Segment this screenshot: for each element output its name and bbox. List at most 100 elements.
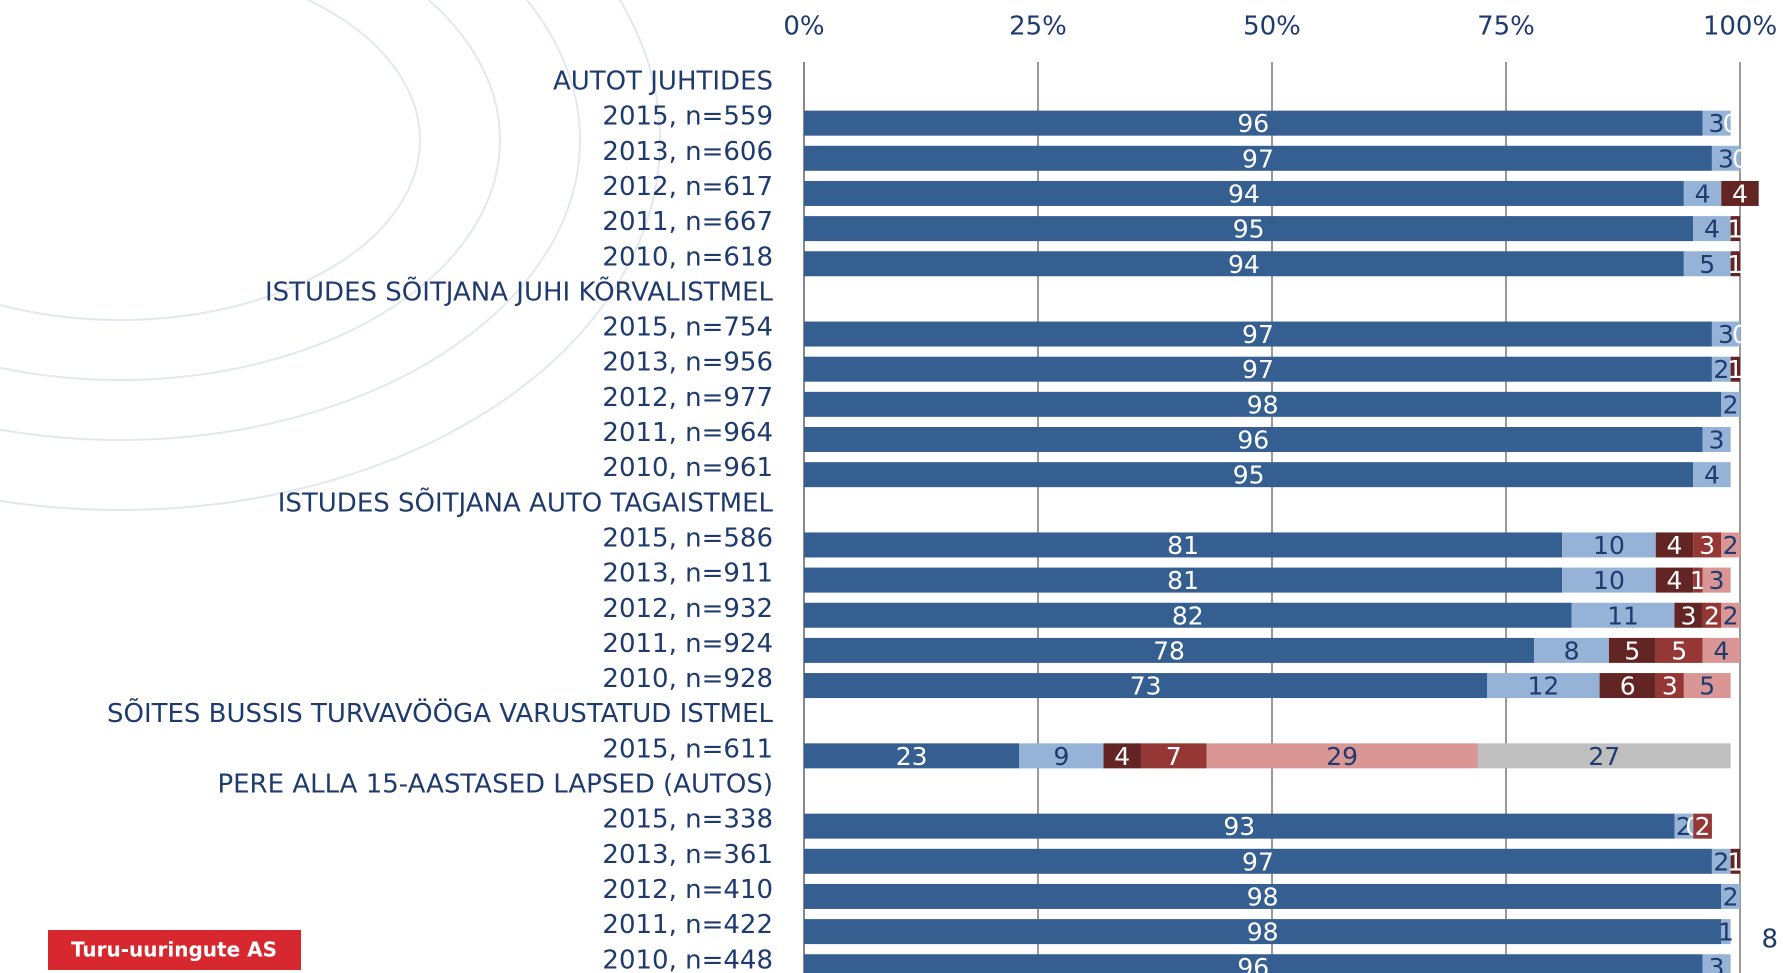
logo-box: [48, 930, 301, 970]
category-label: 2015, n=754: [602, 313, 773, 343]
category-label: 2013, n=911: [602, 559, 773, 589]
bar-segment: [1608, 637, 1656, 663]
bar-segment: [804, 180, 1684, 206]
bar-segment: [804, 743, 1020, 769]
bar-segment: [804, 145, 1712, 171]
data-label: 94: [1228, 250, 1260, 279]
category-label: 2013, n=361: [602, 840, 773, 870]
category-label: 2013, n=956: [602, 348, 773, 378]
category-label: 2015, n=559: [602, 102, 773, 132]
bar-segment: [1674, 813, 1694, 839]
data-label: 98: [1247, 390, 1279, 419]
data-label: 81: [1167, 531, 1199, 560]
bar-segment: [1683, 673, 1731, 699]
bar-segment: [1683, 180, 1722, 206]
bar-segment: [1693, 532, 1722, 558]
bar-segment: [1730, 216, 1740, 242]
data-label: 73: [1130, 672, 1162, 701]
data-label: 2: [1723, 390, 1739, 419]
bar-segment: [1730, 251, 1740, 277]
data-label: 97: [1242, 847, 1274, 876]
bar-segment: [804, 462, 1694, 488]
data-label: 4: [1114, 742, 1130, 771]
data-label: 1: [1727, 215, 1743, 244]
bar-segment: [1730, 848, 1740, 874]
logo: Turu-uuringute AS: [71, 938, 277, 962]
category-label: 2011, n=422: [602, 910, 773, 940]
bar-segment: [1711, 321, 1740, 347]
bar-segment: [804, 637, 1535, 663]
data-label: 97: [1242, 355, 1274, 384]
data-label: 3: [1718, 320, 1734, 349]
bar-segment: [1721, 602, 1740, 628]
data-label: 11: [1607, 601, 1639, 630]
data-label: 2: [1723, 601, 1739, 630]
bar-segment: [1655, 673, 1684, 699]
bar-segment: [1019, 743, 1104, 769]
bar-segment: [1711, 356, 1731, 382]
data-label: 96: [1237, 109, 1269, 138]
data-label: 0: [1723, 109, 1739, 138]
bar-segment: [1103, 743, 1141, 769]
bar-segment: [804, 919, 1722, 945]
x-tick-label: 100%: [1703, 12, 1777, 42]
category-label: 2010, n=448: [602, 945, 773, 973]
bar-segment: [1655, 567, 1694, 593]
data-label: 1: [1727, 847, 1743, 876]
bar-segment: [804, 602, 1572, 628]
category-label: ISTUDES SÕITJANA AUTO TAGAISTMEL: [278, 486, 774, 518]
bar-segment: [804, 427, 1703, 452]
bar-segment: [1206, 743, 1478, 769]
bar-segment: [1693, 813, 1712, 839]
data-label: 97: [1242, 320, 1274, 349]
data-label: 4: [1695, 179, 1711, 208]
bar-segment: [1655, 637, 1703, 663]
category-label: PERE ALLA 15-AASTASED LAPSED (AUTOS): [217, 770, 773, 800]
x-tick-label: 0%: [783, 12, 824, 42]
bar-segment: [804, 356, 1712, 382]
bar-segment: [804, 813, 1675, 839]
data-label: 98: [1247, 882, 1279, 911]
bar-segment: [1721, 180, 1759, 206]
data-label: 5: [1624, 636, 1640, 665]
data-label: 2: [1704, 601, 1720, 630]
data-label: 2: [1723, 882, 1739, 911]
data-label: 2: [1676, 812, 1692, 841]
data-label: 4: [1667, 531, 1683, 560]
x-tick-label: 25%: [1009, 12, 1067, 42]
bar-segment: [1655, 532, 1694, 558]
bar-segment: [1711, 848, 1731, 874]
data-label: 5: [1699, 672, 1715, 701]
data-label: 5: [1699, 250, 1715, 279]
x-tick-label: 50%: [1243, 12, 1301, 42]
category-label: 2011, n=924: [602, 629, 773, 659]
bar-segment: [1702, 110, 1731, 136]
bar-segment: [1562, 532, 1656, 558]
bar-segment: [804, 216, 1694, 242]
data-label: 10: [1593, 531, 1625, 560]
data-label: 98: [1247, 918, 1279, 947]
data-label: 1: [1690, 566, 1706, 595]
category-label: 2012, n=617: [602, 172, 773, 202]
bar-segment: [804, 391, 1722, 417]
bar-segment: [1693, 567, 1703, 593]
bar-segment: [1702, 954, 1731, 973]
data-label: 95: [1233, 215, 1265, 244]
data-label: 1: [1727, 355, 1743, 384]
bar-segment: [1721, 391, 1740, 417]
data-label: 6: [1620, 672, 1636, 701]
category-label: SÕITES BUSSIS TURVAVÖÖGA VARUSTATUD ISTM…: [107, 697, 774, 729]
data-label: 4: [1732, 179, 1748, 208]
category-label: 2011, n=667: [602, 207, 773, 237]
data-label: 4: [1667, 566, 1683, 595]
category-label: 2010, n=618: [602, 242, 773, 272]
data-label: 27: [1588, 742, 1620, 771]
bar-segment: [1534, 637, 1609, 663]
category-label: 2010, n=928: [602, 664, 773, 694]
data-label: 3: [1699, 531, 1715, 560]
data-label: 29: [1326, 742, 1358, 771]
data-label: 96: [1237, 426, 1269, 455]
data-label: 8: [1564, 636, 1580, 665]
bar-segment: [1693, 462, 1731, 488]
